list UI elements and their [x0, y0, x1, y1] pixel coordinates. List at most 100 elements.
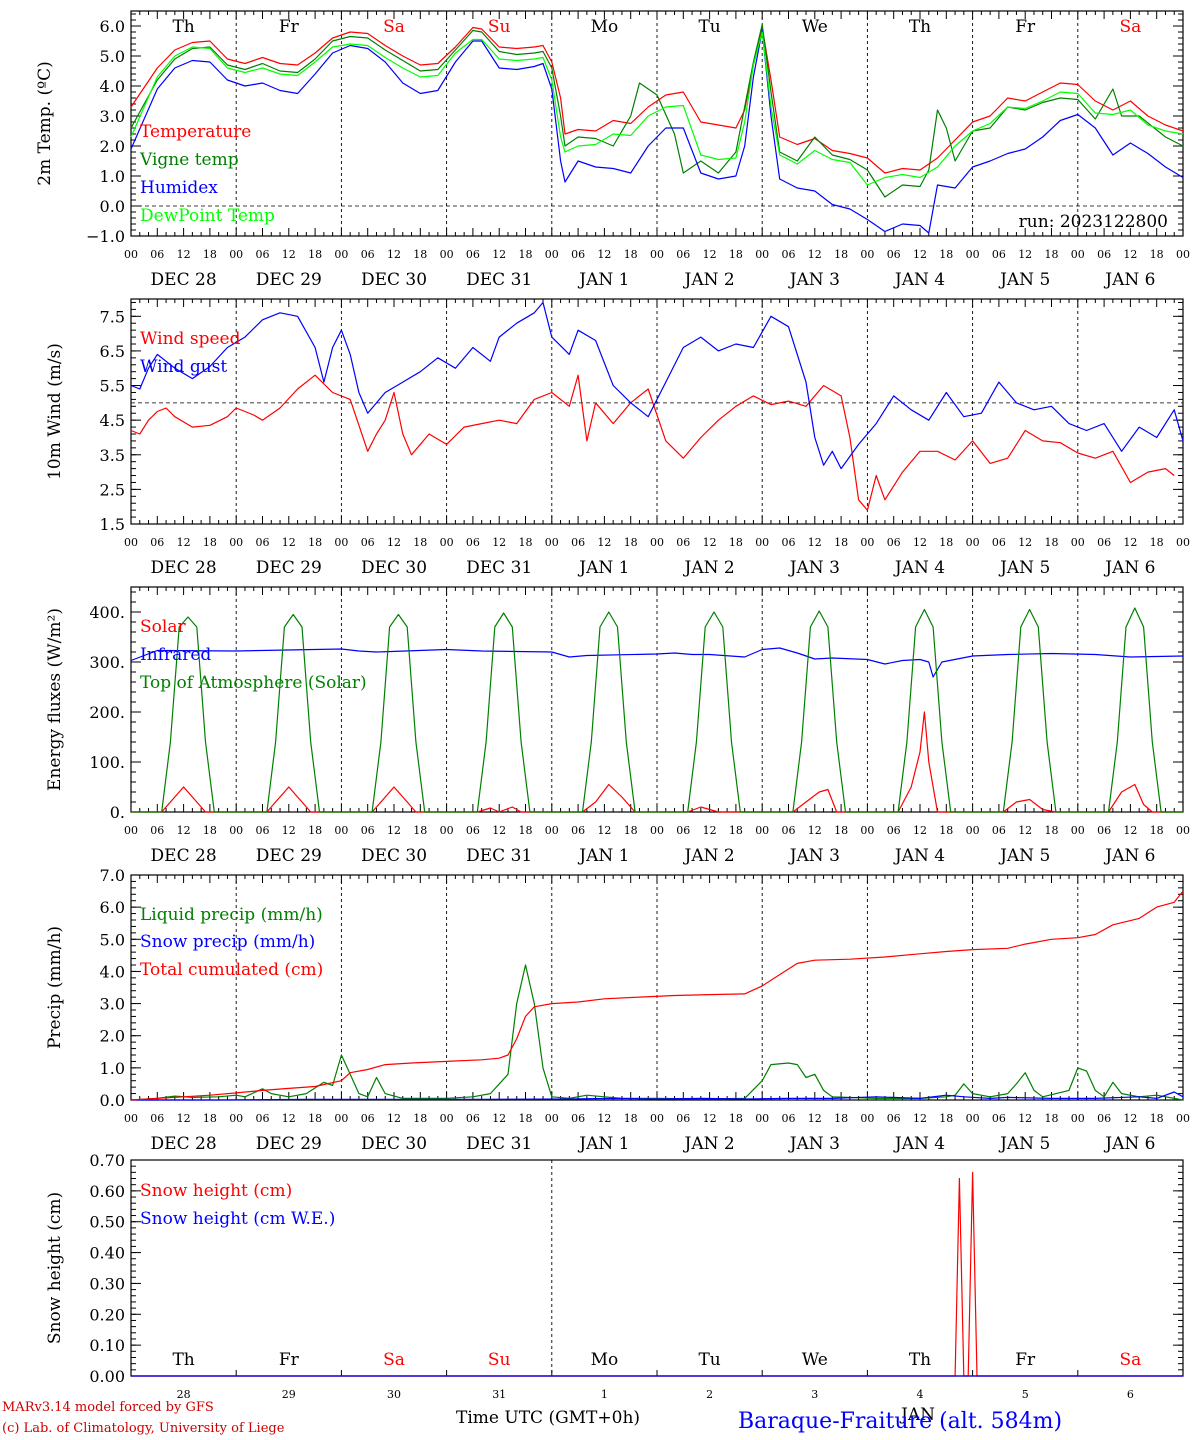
- hour-tick-label: 06: [361, 248, 375, 261]
- date-label: JAN 1: [577, 558, 629, 578]
- date-label: DEC 31: [466, 846, 532, 866]
- series-line-wind-gust: [130, 301, 1184, 470]
- hour-tick-label: 18: [519, 824, 533, 837]
- day-of-week-label: We: [802, 17, 828, 37]
- y-tick-label: 200.: [89, 703, 125, 722]
- y-tick-label: 4.0: [100, 77, 125, 96]
- y-tick-label: 6.5: [100, 342, 125, 361]
- hour-tick-label: 18: [729, 824, 743, 837]
- hour-tick-label: 06: [887, 1112, 901, 1125]
- hour-tick-label: 12: [177, 824, 191, 837]
- hour-tick-label: 12: [597, 824, 611, 837]
- hour-tick-label: 18: [1045, 824, 1059, 837]
- hour-tick-label: 18: [1150, 824, 1164, 837]
- hour-tick-label: 18: [939, 1112, 953, 1125]
- hour-tick-label: 12: [597, 536, 611, 549]
- hour-tick-label: 06: [1097, 824, 1111, 837]
- hour-tick-label: 18: [203, 824, 217, 837]
- hour-tick-label: 12: [387, 536, 401, 549]
- date-label: DEC 28: [151, 558, 217, 578]
- hour-tick-label: 12: [387, 824, 401, 837]
- date-label: JAN 3: [788, 1134, 840, 1154]
- hour-tick-label: 06: [992, 1112, 1006, 1125]
- hour-tick-label: 18: [939, 536, 953, 549]
- hour-tick-label: 00: [334, 248, 348, 261]
- hour-tick-label: 12: [703, 248, 717, 261]
- hour-tick-label: 00: [545, 824, 559, 837]
- hour-tick-label: 00: [860, 248, 874, 261]
- hour-tick-label: 18: [519, 536, 533, 549]
- day-of-week-label: Fr: [1015, 17, 1036, 37]
- y-tick-label: 0.: [110, 803, 125, 822]
- hour-tick-label: 12: [492, 1112, 506, 1125]
- date-label: JAN 3: [788, 270, 840, 290]
- hour-tick-label: 18: [624, 248, 638, 261]
- legend-entry: Infrared: [140, 645, 211, 665]
- hour-tick-label: 00: [334, 1112, 348, 1125]
- hour-tick-label: 06: [466, 536, 480, 549]
- credit-line-2: (c) Lab. of Climatology, University of L…: [2, 1421, 285, 1436]
- hour-tick-label: 06: [887, 248, 901, 261]
- hour-tick-label: 06: [992, 248, 1006, 261]
- series-line-humidex: [130, 29, 1184, 234]
- day-of-week-label: Tu: [698, 17, 720, 37]
- y-tick-label: 0.70: [89, 1151, 125, 1170]
- series-line-dewpoint-temp: [130, 31, 1184, 186]
- hour-tick-label: 12: [808, 824, 822, 837]
- hour-tick-label: 00: [966, 824, 980, 837]
- day-number-label: 4: [917, 1388, 924, 1401]
- hour-tick-label: 18: [834, 248, 848, 261]
- hour-tick-label: 00: [545, 536, 559, 549]
- legend-entry: Wind gust: [140, 357, 227, 377]
- legend-entry: Liquid precip (mm/h): [140, 905, 323, 925]
- date-label: JAN 1: [577, 270, 629, 290]
- day-of-week-label: Th: [172, 17, 194, 37]
- hour-tick-label: 06: [887, 536, 901, 549]
- hour-tick-label: 18: [1150, 536, 1164, 549]
- hour-tick-label: 00: [860, 824, 874, 837]
- day-of-week-label: Mo: [591, 1350, 619, 1370]
- y-tick-label: 3.0: [100, 995, 125, 1014]
- time-axis-label: Time UTC (GMT+0h): [456, 1408, 640, 1428]
- date-label: JAN 5: [998, 270, 1050, 290]
- hour-tick-label: 06: [992, 536, 1006, 549]
- hour-tick-label: 12: [913, 248, 927, 261]
- hour-tick-label: 00: [440, 1112, 454, 1125]
- energy-flux-panel: 0. 100. 200. 300. 400. Energy fluxes (W/m²) 00…: [45, 586, 1190, 866]
- hour-tick-label: 06: [466, 1112, 480, 1125]
- hour-tick-label: 00: [1071, 1112, 1085, 1125]
- legend-entry: Wind speed: [140, 329, 241, 349]
- day-of-week-label: Sa: [1120, 17, 1142, 37]
- day-of-week-label: Th: [909, 17, 931, 37]
- hour-tick-label: 18: [413, 248, 427, 261]
- hour-tick-label: 18: [308, 248, 322, 261]
- hour-tick-label: 12: [492, 536, 506, 549]
- hour-tick-label: 00: [124, 824, 138, 837]
- hour-tick-label: 12: [1018, 1112, 1032, 1125]
- hour-tick-label: 18: [939, 248, 953, 261]
- hour-tick-label: 00: [1176, 536, 1190, 549]
- day-number-label: 28: [177, 1388, 191, 1401]
- date-label: JAN 4: [893, 1134, 945, 1154]
- date-label: DEC 30: [361, 270, 427, 290]
- y-tick-label: 2.0: [100, 137, 125, 156]
- hour-tick-label: 18: [1150, 1112, 1164, 1125]
- legend-entry: Snow height (cm): [140, 1181, 292, 1201]
- legend-entry: DewPoint Temp: [140, 206, 275, 226]
- hour-tick-label: 12: [913, 536, 927, 549]
- series-line-snow-precip-mm-h: [131, 1091, 1184, 1101]
- y-tick-label: 1.0: [100, 1059, 125, 1078]
- hour-tick-label: 18: [834, 824, 848, 837]
- date-label: DEC 28: [151, 270, 217, 290]
- y-tick-label: 0.40: [89, 1244, 125, 1263]
- hour-tick-label: 00: [545, 248, 559, 261]
- hour-tick-label: 06: [361, 536, 375, 549]
- y-tick-label: 0.60: [89, 1182, 125, 1201]
- series-line-temperature: [130, 26, 1184, 174]
- day-number-label: 1: [601, 1388, 608, 1401]
- station-label: Baraque-Fraiture (alt. 584m): [738, 1409, 1062, 1434]
- day-of-week-label: Mo: [591, 17, 619, 37]
- hour-tick-label: 06: [150, 248, 164, 261]
- hour-tick-label: 18: [308, 536, 322, 549]
- date-label: DEC 31: [466, 1134, 532, 1154]
